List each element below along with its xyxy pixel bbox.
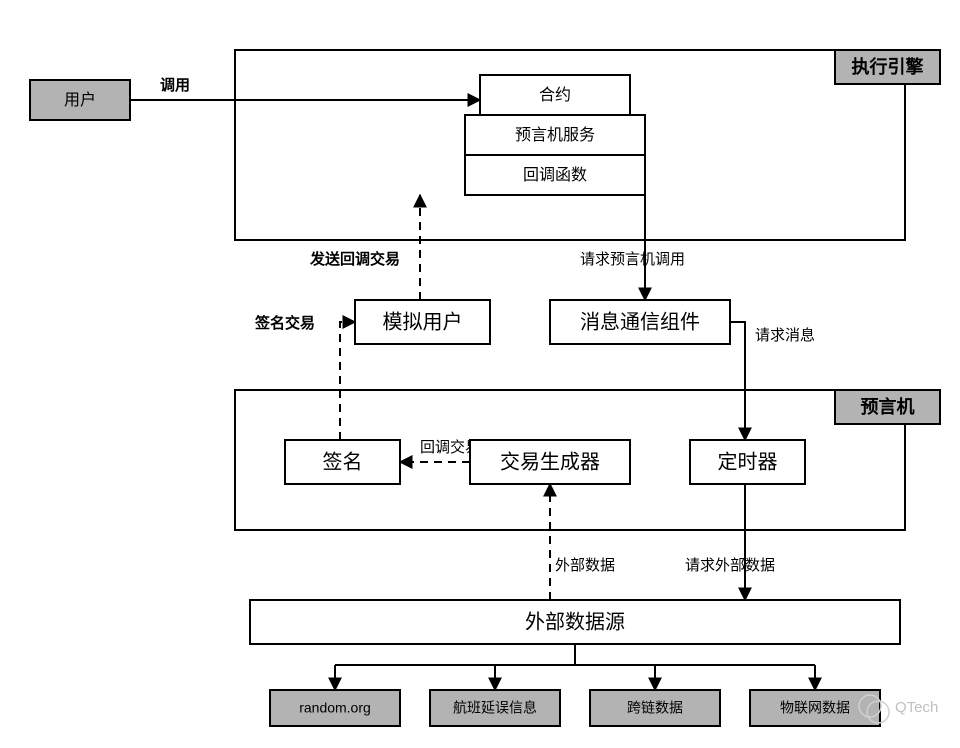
edge-simuser_contract-label: 发送回调交易 [309,250,400,268]
watermark-text: QTech [895,699,938,716]
node-ext_source-label: 外部数据源 [525,610,625,633]
node-tx_gen-label: 交易生成器 [500,450,600,473]
engine-label: 执行引擎 [852,56,924,77]
node-contract: 合约 [480,75,630,115]
edge-timer_ext-label: 请求外部数据 [685,557,775,574]
node-user: 用户 [30,80,130,120]
node-ext_source: 外部数据源 [250,600,900,644]
node-ds_iot: 物联网数据 [750,690,880,726]
edge-sign_simuser [340,322,355,440]
node-signature: 签名 [285,440,400,484]
node-callback_fn: 回调函数 [465,155,645,195]
node-callback_fn-label: 回调函数 [523,166,587,184]
node-timer-label: 定时器 [718,450,778,473]
node-oracle_service: 预言机服务 [465,115,645,155]
edge-sign_simuser-label: 签名交易 [254,314,315,332]
edge-msg_timer-label: 请求消息 [755,327,815,344]
node-oracle_service-label: 预言机服务 [515,126,595,144]
edge-user_contract-label: 调用 [160,77,190,94]
node-sim_user-label: 模拟用户 [383,310,463,333]
node-ds_flight-label: 航班延误信息 [453,700,537,716]
node-timer: 定时器 [690,440,805,484]
node-ds_random-label: random.org [299,700,371,716]
oracle-label: 预言机 [861,396,915,417]
node-signature-label: 签名 [323,450,363,473]
node-sim_user: 模拟用户 [355,300,490,344]
node-ds_chain: 跨链数据 [590,690,720,726]
node-tx_gen: 交易生成器 [470,440,630,484]
node-ds_random: random.org [270,690,400,726]
node-ds_iot-label: 物联网数据 [780,700,850,716]
edge-ext_txgen-label: 外部数据 [555,557,615,574]
edge-ext_fanout [335,644,815,690]
node-msg_comp: 消息通信组件 [550,300,730,344]
node-ds_chain-label: 跨链数据 [627,700,683,716]
node-contract-label: 合约 [539,86,571,104]
node-ds_flight: 航班延误信息 [430,690,560,726]
node-msg_comp-label: 消息通信组件 [580,310,700,333]
node-user-label: 用户 [64,91,96,109]
edge-contract_msg-label: 请求预言机调用 [580,251,685,268]
edge-msg_timer [730,322,745,440]
